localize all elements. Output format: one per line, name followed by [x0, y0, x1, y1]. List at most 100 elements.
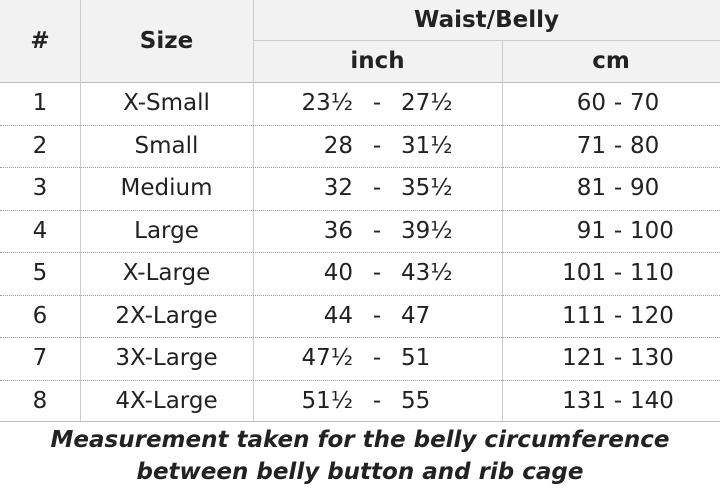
row-size: 3X-Large	[115, 345, 218, 372]
range-separator: -	[613, 132, 623, 159]
table-bottom	[0, 421, 720, 422]
row-divider	[0, 337, 720, 338]
cm-range: 131-140	[502, 380, 674, 423]
column-divider	[80, 0, 81, 422]
range-separator: -	[613, 175, 623, 202]
inch-from: 51½	[301, 387, 353, 414]
row-number: 3	[32, 175, 48, 202]
inch-from: 32	[323, 175, 353, 202]
inch-from: 44	[323, 302, 353, 329]
footer-note: Measurement taken for the belly circumfe…	[0, 424, 720, 488]
cm-to: 70	[630, 90, 660, 117]
range-separator: -	[372, 345, 382, 372]
header-cm: cm	[502, 40, 720, 82]
column-divider	[502, 40, 503, 422]
cm-range: 81-90	[502, 167, 660, 210]
range-separator: -	[372, 387, 382, 414]
footer-line: between belly button and rib cage	[136, 459, 584, 485]
header-group: Waist/Belly	[253, 0, 720, 40]
range-separator: -	[372, 132, 382, 159]
header-inch: inch	[253, 40, 502, 82]
cm-range: 91-100	[502, 210, 674, 253]
inch-to: 31½	[401, 132, 453, 159]
row-divider	[0, 252, 720, 253]
inch-range: 44-47	[253, 295, 431, 338]
inch-from: 28	[323, 132, 353, 159]
row-divider	[0, 294, 720, 296]
cm-from: 91	[576, 217, 606, 244]
inch-to: 35½	[401, 175, 453, 202]
range-separator: -	[613, 260, 623, 287]
cm-to: 90	[630, 175, 660, 202]
inch-from: 23½	[301, 90, 353, 117]
cm-from: 81	[576, 175, 606, 202]
header-size: Size	[80, 0, 253, 82]
inch-from: 40	[323, 260, 353, 287]
row-size: 2X-Large	[115, 302, 218, 329]
cm-from: 101	[562, 260, 606, 287]
range-separator: -	[613, 90, 623, 117]
row-number: 6	[32, 302, 48, 329]
cm-to: 140	[630, 387, 674, 414]
range-separator: -	[613, 345, 623, 372]
cm-range: 101-110	[502, 252, 674, 295]
cm-to: 110	[630, 260, 674, 287]
range-separator: -	[613, 387, 623, 414]
cm-from: 111	[562, 302, 606, 329]
row-divider	[0, 124, 720, 126]
inch-range: 23½ -27½	[253, 82, 453, 125]
range-separator: -	[372, 175, 382, 202]
cm-from: 60	[576, 90, 606, 117]
row-size: X-Large	[122, 260, 211, 287]
range-separator: -	[613, 217, 623, 244]
inch-to: 51	[401, 345, 431, 372]
row-number: 5	[32, 260, 48, 287]
row-number: 8	[32, 387, 48, 414]
cm-range: 60-70	[502, 82, 660, 125]
range-separator: -	[613, 302, 623, 329]
cm-from: 131	[562, 387, 606, 414]
row-divider	[0, 209, 720, 211]
row-size: Small	[134, 132, 199, 159]
inch-from: 36	[323, 217, 353, 244]
inch-to: 47	[401, 302, 431, 329]
row-size: Medium	[120, 175, 213, 202]
row-divider	[0, 167, 720, 168]
inch-from: 47½	[301, 345, 353, 372]
inch-to: 55	[401, 387, 431, 414]
row-size: X-Small	[123, 90, 210, 117]
footer-line: Measurement taken for the belly circumfe…	[50, 427, 670, 453]
column-divider	[253, 0, 254, 422]
cm-from: 71	[576, 132, 606, 159]
range-separator: -	[372, 302, 382, 329]
range-separator: -	[372, 217, 382, 244]
cm-to: 80	[630, 132, 660, 159]
cm-to: 100	[630, 217, 674, 244]
row-number: 1	[32, 90, 48, 117]
inch-range: 32-35½	[253, 167, 453, 210]
range-separator: -	[372, 260, 382, 287]
row-number: 2	[32, 132, 48, 159]
header-divider	[0, 82, 720, 83]
inch-to: 27½	[401, 90, 453, 117]
inch-to: 39½	[401, 217, 453, 244]
cm-range: 121-130	[502, 337, 674, 380]
cm-to: 130	[630, 345, 674, 372]
cm-to: 120	[630, 302, 674, 329]
cm-from: 121	[562, 345, 606, 372]
row-size: Large	[134, 217, 199, 244]
row-number: 7	[32, 345, 48, 372]
row-size: 4X-Large	[115, 387, 218, 414]
inch-range: 28-31½	[253, 125, 453, 168]
inch-range: 36-39½	[253, 210, 453, 253]
cm-range: 111-120	[502, 295, 674, 338]
inch-range: 47½ -51	[253, 337, 430, 380]
inch-range: 40-43½	[253, 252, 453, 295]
range-separator: -	[372, 90, 382, 117]
row-divider	[0, 379, 720, 381]
inch-to: 43½	[401, 260, 453, 287]
row-number: 4	[32, 217, 48, 244]
header-divider	[253, 40, 720, 41]
inch-range: 51½ -55	[253, 380, 430, 423]
